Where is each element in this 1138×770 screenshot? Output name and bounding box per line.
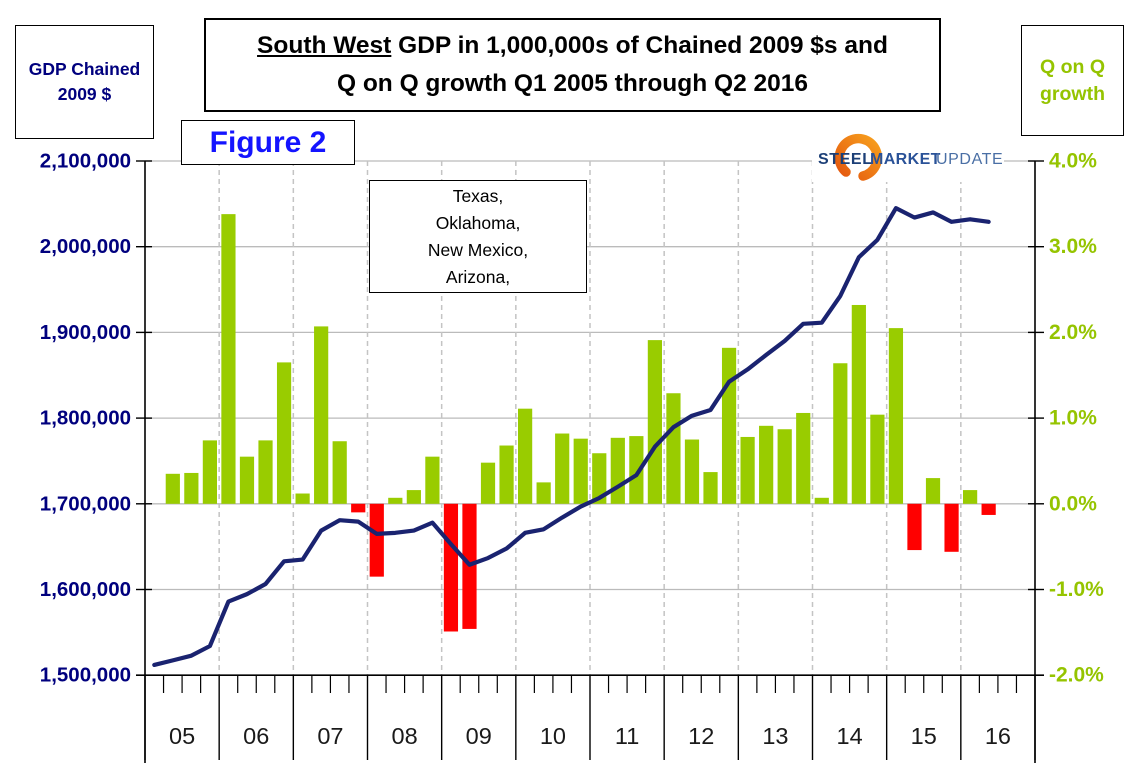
left-axis-label: 1,500,000 [40,664,131,687]
right-axis-label: 2.0% [1049,321,1097,344]
chart-title-region: South West [257,32,392,59]
growth-bar [518,408,533,504]
left-axis-label: 2,100,000 [40,150,131,173]
growth-bar [592,453,607,504]
growth-bar [258,440,273,504]
growth-bar [555,433,570,504]
growth-bar [870,414,885,504]
state-new-mexico: New Mexico, [427,239,529,260]
growth-bar [888,328,904,504]
year-label: 14 [837,723,863,749]
growth-bar [925,478,941,504]
logo-word-update: UPDATE [936,151,1003,168]
growth-bar [703,472,718,504]
states-annotation-box: Texas, Oklahoma, New Mexico, Arizona, [369,180,587,293]
logo-word-steel: STEEL [818,151,873,168]
right-axis-label: 3.0% [1049,235,1097,258]
growth-bar [573,438,588,504]
left-axis-label: 1,800,000 [40,407,131,430]
year-label: 07 [317,723,343,749]
growth-bar [425,456,440,504]
left-axis-label: 1,900,000 [40,321,131,344]
year-label: 06 [243,723,269,749]
left-axis-title-line1: GDP Chained [28,59,141,79]
state-texas: Texas, [452,185,504,206]
growth-bar [388,497,403,504]
growth-bar [202,440,217,504]
growth-bar-negative [944,503,959,552]
right-axis-title-line2: growth [1040,82,1105,105]
year-label: 15 [911,723,937,749]
year-label: 09 [466,723,492,749]
right-axis-label: 1.0% [1049,407,1097,430]
growth-bar-negative [907,503,922,551]
left-axis-title-box: GDP Chained 2009 $ [15,25,154,139]
year-label: 13 [762,723,788,749]
chart-title-line2: Q on Q growth Q1 2005 through Q2 2016 [336,70,809,97]
year-label: 10 [540,723,566,749]
growth-bar [963,490,978,504]
growth-bar [833,363,848,504]
right-axis-label: 4.0% [1049,150,1097,173]
right-axis-label: -2.0% [1049,664,1104,687]
growth-bar [165,473,180,504]
growth-bar [536,482,551,504]
growth-bar [332,441,347,504]
growth-bar [295,493,310,504]
growth-bar [666,393,681,504]
growth-bar-negative [351,503,366,513]
growth-bar-negative [981,503,996,515]
year-label: 16 [985,723,1011,749]
growth-bar [684,439,700,504]
growth-bar [629,436,644,504]
gdp-line [152,206,991,668]
chart-title-line1-rest: GDP in 1,000,000s of Chained 2009 $s and [391,32,888,59]
growth-bar [480,462,496,504]
right-axis-label: 0.0% [1049,492,1097,515]
year-label: 05 [169,723,195,749]
steel-market-update-logo: STEEL MARKET UPDATE [812,132,1004,182]
state-arizona: Arizona, [445,266,511,287]
growth-bar [276,362,292,504]
year-label: 08 [392,723,418,749]
logo-word-market: MARKET [870,151,941,168]
right-axis-title-box: Q on Q growth [1021,25,1124,136]
growth-bar [851,304,866,504]
growth-bar-negative [443,503,459,632]
growth-bar [796,412,811,504]
left-axis-label: 2,000,000 [40,235,131,258]
growth-bar [647,340,662,504]
growth-bar [314,326,329,504]
figure-number-text: Figure 2 [209,125,327,159]
chart-title-box: South West GDP in 1,000,000s of Chained … [204,18,941,112]
growth-bar [406,490,421,504]
logo-orange-crescent-icon [834,133,883,181]
state-oklahoma: Oklahoma, [435,212,521,233]
growth-bar [814,497,829,504]
growth-bar [740,436,755,504]
growth-bar [721,347,737,504]
growth-bar [759,425,774,504]
chart-title-line1: South West GDP in 1,000,000s of Chained … [257,27,888,65]
figure-number-label: Figure 2 [181,120,355,165]
year-label: 11 [615,723,639,749]
growth-bar [221,214,236,504]
growth-bar [184,472,199,504]
growth-bar-negative [369,503,384,577]
right-axis-title-line1: Q on Q [1040,55,1105,78]
left-axis-title-line2: 2009 $ [57,84,112,104]
year-label: 12 [688,723,714,749]
growth-bar [610,437,625,504]
right-axis-label: -1.0% [1049,578,1104,601]
growth-bar [777,429,792,504]
left-axis-label: 1,700,000 [40,492,131,515]
left-axis-label: 1,600,000 [40,578,131,601]
growth-bar [239,456,255,504]
growth-bar [499,445,514,504]
